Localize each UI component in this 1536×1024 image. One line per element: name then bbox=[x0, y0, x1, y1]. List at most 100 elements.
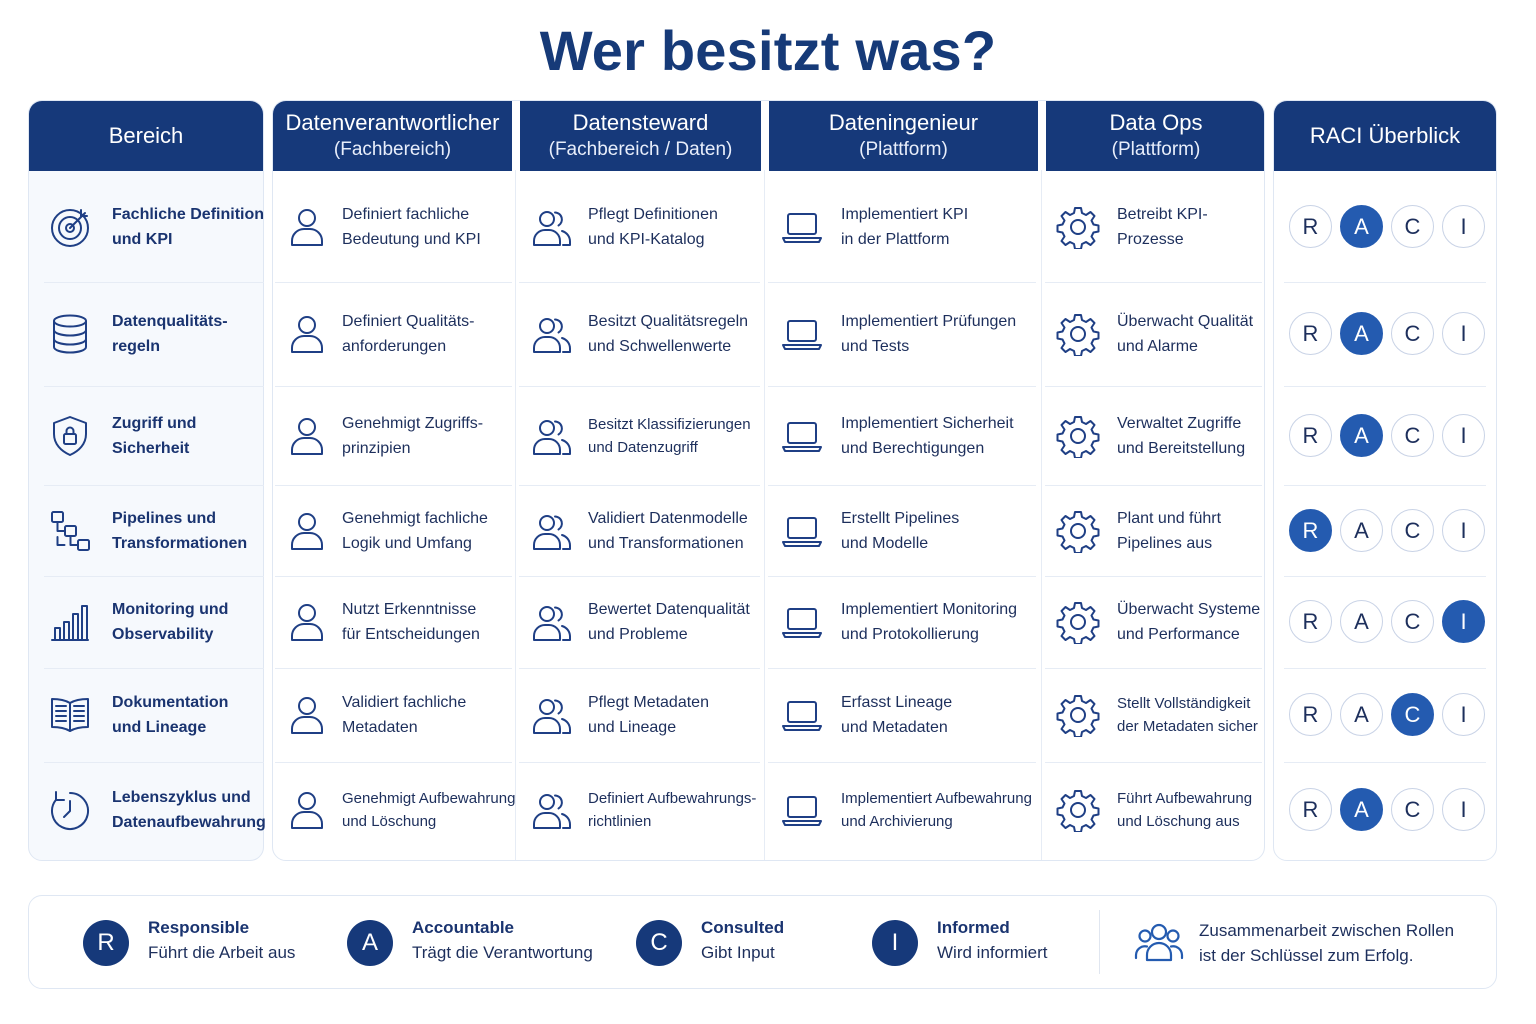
responsibility-line: und Modelle bbox=[841, 535, 929, 552]
column-divider bbox=[515, 170, 516, 860]
responsibility-line: Definiert Qualitäts- bbox=[342, 313, 475, 330]
row-divider bbox=[275, 762, 512, 763]
row-divider bbox=[44, 485, 264, 486]
raci-circle-r: R bbox=[1289, 312, 1332, 355]
ops-responsibility: Führt Aufbewahrung und Löschung aus bbox=[1117, 787, 1252, 833]
row-divider bbox=[275, 282, 512, 283]
responsibility-line: und Bereitstellung bbox=[1117, 440, 1246, 457]
responsibility-line: Metadaten bbox=[342, 719, 418, 736]
laptop-icon bbox=[780, 788, 824, 832]
steward-responsibility: Besitzt Qualitätsregeln und Schwellenwert… bbox=[588, 309, 748, 359]
gear-icon bbox=[1056, 312, 1100, 356]
column-divider bbox=[1041, 170, 1042, 860]
steward-responsibility: Validiert Datenmodelle und Transformation… bbox=[588, 506, 748, 556]
responsibility-line: und Probleme bbox=[588, 626, 688, 643]
book-icon bbox=[48, 693, 92, 737]
raci-circle-a: A bbox=[1340, 693, 1383, 736]
responsibility-line: in der Plattform bbox=[841, 231, 950, 248]
responsibility-line: anforderungen bbox=[342, 338, 447, 355]
laptop-icon bbox=[780, 600, 824, 644]
header-line2: (Plattform) bbox=[859, 139, 948, 160]
engineer-responsibility: Implementiert Monitoring und Protokollier… bbox=[841, 597, 1017, 647]
users-icon bbox=[530, 414, 574, 458]
responsibility-line: Validiert fachliche bbox=[342, 694, 467, 711]
ops-responsibility: Plant und führt Pipelines aus bbox=[1117, 506, 1221, 556]
raci-circle-c: C bbox=[1391, 600, 1434, 643]
responsibility-line: und Archivierung bbox=[841, 813, 953, 830]
row-divider bbox=[44, 386, 264, 387]
raci-circle-i: I bbox=[1442, 693, 1485, 736]
responsibility-line: Erfasst Lineage bbox=[841, 694, 953, 711]
owner-responsibility: Genehmigt fachliche Logik und Umfang bbox=[342, 506, 488, 556]
row-divider bbox=[1045, 485, 1262, 486]
gear-icon bbox=[1056, 414, 1100, 458]
laptop-icon bbox=[780, 312, 824, 356]
row-divider bbox=[1045, 576, 1262, 577]
row-divider bbox=[1045, 282, 1262, 283]
gear-icon bbox=[1056, 693, 1100, 737]
area-label-line: Monitoring und bbox=[112, 601, 229, 618]
row-divider bbox=[275, 386, 512, 387]
header-line2: (Fachbereich / Daten) bbox=[548, 139, 733, 160]
row-divider bbox=[519, 576, 760, 577]
legend-letter-circle: R bbox=[83, 920, 129, 966]
users-icon bbox=[530, 693, 574, 737]
row-divider bbox=[768, 762, 1036, 763]
raci-circle-r: R bbox=[1289, 205, 1332, 248]
raci-circle-r: R bbox=[1289, 509, 1332, 552]
responsibility-line: Implementiert Sicherheit bbox=[841, 415, 1014, 432]
area-label: Lebenszyklus und Datenaufbewahrung bbox=[112, 785, 266, 835]
raci-circle-c: C bbox=[1391, 414, 1434, 457]
gear-icon bbox=[1056, 600, 1100, 644]
raci-circle-c: C bbox=[1391, 205, 1434, 248]
user-icon bbox=[285, 693, 329, 737]
raci-circle-i: I bbox=[1442, 600, 1485, 643]
responsibility-line: und Löschung aus bbox=[1117, 813, 1240, 830]
area-label: Zugriff und Sicherheit bbox=[112, 411, 196, 461]
area-label-line: Datenaufbewahrung bbox=[112, 814, 266, 831]
steward-responsibility: Definiert Aufbewahrungs-richtlinien bbox=[588, 787, 756, 833]
owner-responsibility: Validiert fachliche Metadaten bbox=[342, 690, 466, 740]
responsibility-line: Implementiert KPI bbox=[841, 206, 969, 223]
laptop-icon bbox=[780, 205, 824, 249]
raci-circle-r: R bbox=[1289, 600, 1332, 643]
raci-legend: R Responsible Führt die Arbeit aus A Acc… bbox=[28, 895, 1497, 989]
responsibility-line: Implementiert Prüfungen bbox=[841, 313, 1017, 330]
users-icon bbox=[530, 600, 574, 644]
column-header-steward: Datensteward (Fachbereich / Daten) bbox=[520, 101, 761, 171]
area-label: Pipelines und Transformationen bbox=[112, 506, 247, 556]
users-icon bbox=[530, 509, 574, 553]
responsibility-line: für Entscheidungen bbox=[342, 626, 480, 643]
legend-letter-circle: I bbox=[872, 920, 918, 966]
responsibility-line: Besitzt Qualitätsregeln bbox=[588, 313, 749, 330]
user-icon bbox=[285, 788, 329, 832]
raci-circle-a: A bbox=[1340, 788, 1383, 831]
users-icon bbox=[530, 205, 574, 249]
collab-message: Zusammenarbeit zwischen Rollen ist der S… bbox=[1199, 918, 1454, 968]
timer-icon bbox=[48, 788, 92, 832]
responsibility-line: Stellt Vollständigkeit bbox=[1117, 695, 1251, 712]
area-label-line: regeln bbox=[112, 338, 161, 355]
legend-description: Führt die Arbeit aus bbox=[148, 943, 296, 962]
user-icon bbox=[285, 414, 329, 458]
responsibility-line: prinzipien bbox=[342, 440, 411, 457]
column-bereich: Bereich bbox=[28, 100, 264, 861]
ops-responsibility: Überwacht Qualität und Alarme bbox=[1117, 309, 1253, 359]
user-icon bbox=[285, 509, 329, 553]
row-divider bbox=[1045, 668, 1262, 669]
responsibility-line: Verwaltet Zugriffe bbox=[1117, 415, 1242, 432]
row-divider bbox=[519, 386, 760, 387]
responsibility-line: der Metadaten sicher bbox=[1117, 718, 1258, 735]
row-divider bbox=[1284, 576, 1486, 577]
legend-description: Wird informiert bbox=[937, 943, 1048, 962]
responsibility-line: und Datenzugriff bbox=[588, 439, 698, 456]
laptop-icon bbox=[780, 509, 824, 553]
legend-letter-circle: A bbox=[347, 920, 393, 966]
responsibility-line: und Protokollierung bbox=[841, 626, 979, 643]
responsibility-line: Genehmigt Zugriffs- bbox=[342, 415, 484, 432]
responsibility-line: Bedeutung und KPI bbox=[342, 231, 481, 248]
header-line1: Datensteward bbox=[572, 110, 709, 135]
